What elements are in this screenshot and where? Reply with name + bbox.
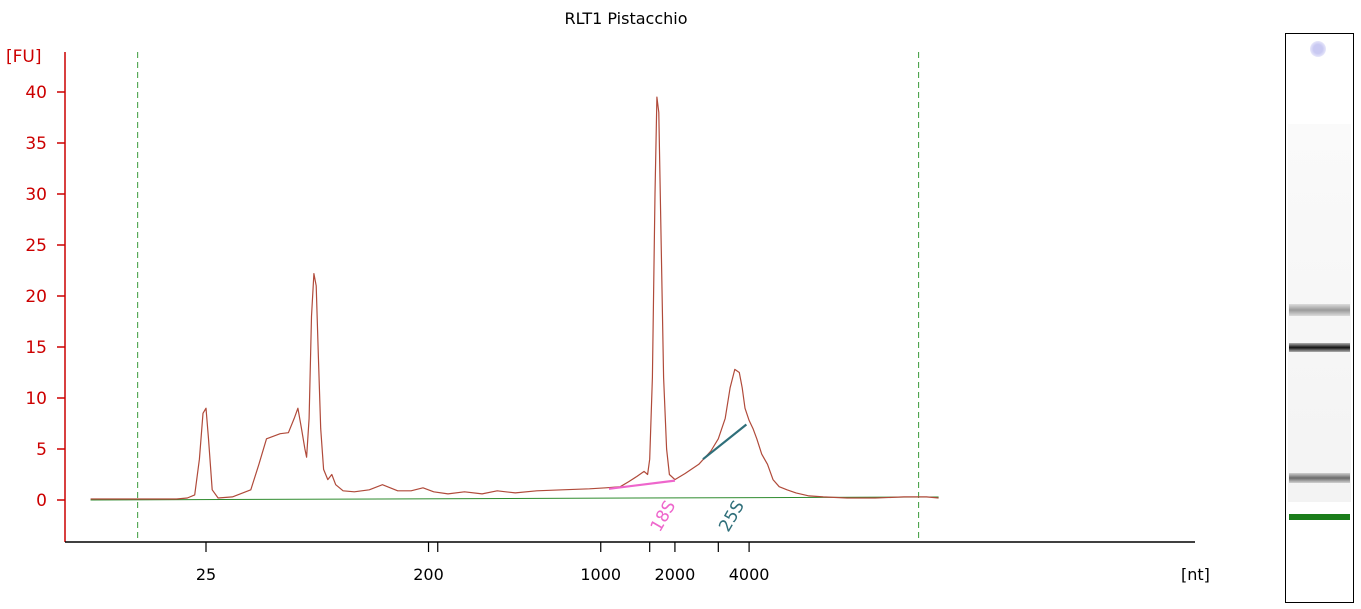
y-tick-label: 25 (25, 236, 47, 256)
x-axis-label: [nt] (1181, 565, 1210, 584)
peak-label: 25S (715, 497, 749, 535)
x-tick-label: 2000 (655, 565, 696, 584)
x-ticks: 25 200 1000 2000 4000 (196, 542, 770, 584)
y-ticks: 0 5 10 15 20 25 30 35 40 (25, 83, 65, 511)
x-tick-label: 4000 (729, 565, 770, 584)
y-axis-label: [FU] (6, 47, 42, 67)
baseline-line (90, 496, 939, 501)
peak-segment (608, 479, 676, 490)
plot-area (90, 96, 939, 501)
gel-dye-dot (1310, 41, 1326, 57)
y-tick-label: 0 (36, 491, 47, 511)
y-tick-label: 15 (25, 338, 47, 358)
chart-title: RLT1 Pistacchio (565, 9, 688, 28)
peak-markers: 18S 25S (608, 423, 749, 536)
peak-label: 18S (647, 497, 681, 535)
gel-band-main (1289, 343, 1350, 352)
y-tick-label: 20 (25, 287, 47, 307)
y-tick-label: 40 (25, 83, 47, 103)
gel-lane-image (1285, 33, 1354, 603)
gel-lower-marker (1289, 514, 1350, 520)
gel-band-upper (1289, 304, 1350, 316)
y-tick-label: 30 (25, 185, 47, 205)
x-tick-label: 25 (196, 565, 216, 584)
y-tick-label: 35 (25, 134, 47, 154)
peak-segment (702, 423, 748, 461)
axes (64, 52, 1195, 543)
x-tick-label: 1000 (580, 565, 621, 584)
fluorescence-trace (90, 96, 939, 500)
alignment-lines (137, 52, 920, 542)
x-tick-label: 200 (413, 565, 444, 584)
y-tick-label: 5 (36, 440, 47, 460)
y-tick-label: 10 (25, 389, 47, 409)
gel-band-low (1289, 473, 1350, 483)
